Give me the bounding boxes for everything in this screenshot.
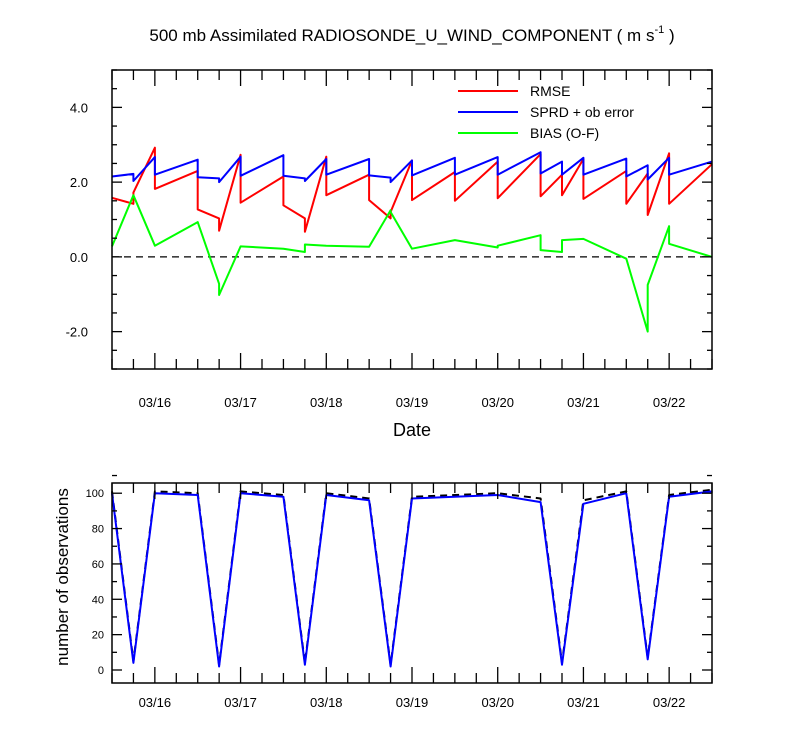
bottom-y-tick-label: 100 bbox=[86, 488, 104, 500]
chart-title-main: 500 mb Assimilated RADIOSONDE_U_WIND_COM… bbox=[149, 26, 654, 45]
top-legend: RMSE SPRD + ob error BIAS (O-F) bbox=[458, 83, 634, 141]
top-chart: 4.0 2.0 0.0 -2.0 03/16 03/17 03/18 03/19 03/20 03… bbox=[66, 69, 713, 440]
bottom-y-tick-label: 60 bbox=[92, 559, 104, 571]
top-x-tick-label: 03/19 bbox=[396, 395, 429, 410]
top-series-line-bias-o-f bbox=[111, 194, 713, 333]
bottom-x-tick-label: 03/18 bbox=[310, 695, 343, 710]
bottom-ticks-group: 0 20 40 60 80 100 03/16 03/17 03/18 03/19 03/20 03/… bbox=[86, 474, 713, 710]
bottom-x-tick-label: 03/16 bbox=[139, 695, 172, 710]
top-x-axis-label: Date bbox=[393, 420, 431, 440]
top-series-group bbox=[111, 146, 713, 333]
top-y-tick-label: 4.0 bbox=[70, 100, 88, 115]
bottom-y-axis-label: number of observations bbox=[53, 488, 72, 666]
chart-title-tail: ) bbox=[664, 26, 674, 45]
legend-label-bias-o-f: BIAS (O-F) bbox=[530, 125, 599, 141]
top-series-line-sprd-ob-error bbox=[111, 151, 713, 184]
bottom-y-tick-label: 40 bbox=[92, 594, 104, 606]
top-x-tick-label: 03/20 bbox=[481, 395, 514, 410]
bottom-series-line-solid bbox=[111, 490, 713, 668]
bottom-x-tick-label: 03/20 bbox=[481, 695, 514, 710]
top-y-tick-label: 0.0 bbox=[70, 250, 88, 265]
bottom-x-tick-label: 03/21 bbox=[567, 695, 600, 710]
top-x-tick-label: 03/18 bbox=[310, 395, 343, 410]
bottom-y-tick-label: 0 bbox=[98, 665, 104, 677]
legend-label-rmse: RMSE bbox=[530, 83, 570, 99]
bottom-y-tick-label: 80 bbox=[92, 524, 104, 536]
bottom-x-tick-label: 03/17 bbox=[224, 695, 257, 710]
top-x-tick-label: 03/17 bbox=[224, 395, 257, 410]
legend-label-sprd-ob-error: SPRD + ob error bbox=[530, 104, 634, 120]
top-series-line-rmse bbox=[111, 146, 713, 233]
top-y-tick-label: 2.0 bbox=[70, 175, 88, 190]
chart-title-superscript: -1 bbox=[654, 24, 664, 36]
bottom-plot-frame bbox=[111, 482, 713, 684]
top-y-tick-label: -2.0 bbox=[66, 325, 88, 340]
bottom-y-tick-label: 20 bbox=[92, 630, 104, 642]
top-x-tick-label: 03/21 bbox=[567, 395, 600, 410]
bottom-chart: 0 20 40 60 80 100 03/16 03/17 03/18 03/19 03/20 03/… bbox=[53, 474, 713, 710]
bottom-x-tick-label: 03/22 bbox=[653, 695, 686, 710]
top-ticks-group: 4.0 2.0 0.0 -2.0 03/16 03/17 03/18 03/19 03/20 03… bbox=[66, 69, 713, 410]
bottom-series-line-dashed bbox=[111, 488, 713, 666]
top-x-tick-label: 03/22 bbox=[653, 395, 686, 410]
bottom-x-tick-label: 03/19 bbox=[396, 695, 429, 710]
top-x-tick-label: 03/16 bbox=[139, 395, 172, 410]
top-plot-frame bbox=[111, 69, 713, 370]
bottom-series-group bbox=[111, 488, 713, 668]
chart-title: 500 mb Assimilated RADIOSONDE_U_WIND_COM… bbox=[149, 24, 674, 45]
